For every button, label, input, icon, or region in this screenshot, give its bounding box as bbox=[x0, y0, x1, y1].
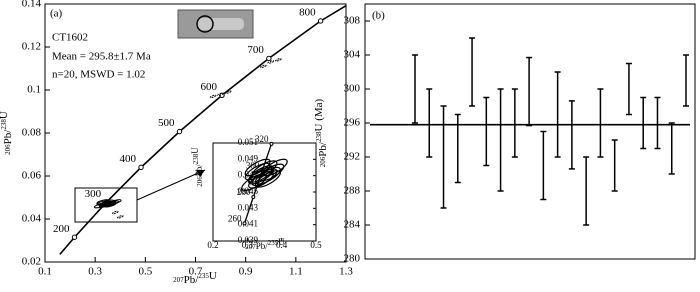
age-label: 700 bbox=[247, 44, 264, 56]
age-marker bbox=[176, 128, 183, 135]
outlier-ellipse bbox=[217, 92, 224, 97]
inset-y-tick-label: 0.039 bbox=[238, 235, 259, 245]
x-tick-label: 1.1 bbox=[289, 266, 303, 278]
age-marker bbox=[138, 164, 144, 171]
x-tick-label: 0.3 bbox=[88, 266, 102, 278]
outlier-ellipse bbox=[274, 58, 282, 62]
inset-age-marker bbox=[251, 194, 256, 199]
x-tick-label: 0.7 bbox=[189, 266, 203, 278]
zoom-box bbox=[74, 187, 138, 223]
age-marker bbox=[71, 234, 78, 240]
inset-ellipse bbox=[248, 166, 275, 185]
age-label: 200 bbox=[53, 223, 70, 235]
inset-x-tick-label: 0.2 bbox=[207, 240, 218, 250]
y-tick-label: 284 bbox=[344, 219, 361, 231]
panel-label: (a) bbox=[50, 8, 63, 20]
inset-y-tick-label: 0.041 bbox=[238, 219, 258, 229]
plot-frame-b bbox=[364, 3, 696, 260]
y-axis-label: 206Pb/238U (Ma) bbox=[313, 98, 329, 167]
age-label: 400 bbox=[120, 153, 137, 165]
y-tick-label: 0.1 bbox=[27, 84, 41, 96]
y-tick-label: 304 bbox=[344, 49, 361, 61]
x-axis-label: 207Pb/235U bbox=[173, 270, 217, 286]
x-tick-label: 0.1 bbox=[38, 266, 52, 278]
y-tick-label: 0.12 bbox=[22, 41, 41, 53]
age-marker bbox=[317, 18, 324, 24]
outlier-ellipse bbox=[116, 215, 124, 219]
inset-x-tick-label: 0.3 bbox=[242, 240, 254, 250]
y-tick-label: 0.14 bbox=[22, 0, 42, 10]
inset-x-tick-label: 0.4 bbox=[276, 240, 288, 250]
inset-y-tick-label: 0.047 bbox=[238, 170, 259, 180]
arrow-head bbox=[196, 170, 205, 177]
outlier-ellipse bbox=[209, 94, 217, 99]
y-tick-label: 288 bbox=[344, 185, 361, 197]
inset-ellipse bbox=[244, 158, 271, 177]
inset-y-tick-label: 0.043 bbox=[238, 202, 259, 212]
age-label: 600 bbox=[200, 81, 217, 93]
x-tick-label: 1.3 bbox=[339, 266, 353, 278]
x-tick-label: 0.9 bbox=[239, 266, 253, 278]
x-tick-label: 0.5 bbox=[138, 266, 152, 278]
annotation: Mean = 295.8±1.7 Ma bbox=[52, 51, 151, 63]
age-marker bbox=[266, 55, 272, 62]
y-tick-label: 0.02 bbox=[22, 256, 41, 268]
y-tick-label: 280 bbox=[344, 253, 361, 265]
sample-name: CT1602 bbox=[52, 32, 88, 44]
y-axis-label: 206Pb/238U bbox=[0, 111, 14, 155]
annotation: n=20, MSWD = 1.02 bbox=[52, 69, 145, 81]
y-tick-label: 300 bbox=[344, 83, 361, 95]
inset-y-tick-label: 0.049 bbox=[238, 153, 259, 163]
inset-y-tick-label: 0.045 bbox=[238, 186, 259, 196]
outlier-ellipse bbox=[111, 210, 119, 215]
spot-circle bbox=[196, 15, 214, 33]
inset-age-marker bbox=[269, 141, 274, 146]
age-label: 500 bbox=[158, 117, 175, 129]
inset-age-marker bbox=[242, 221, 247, 226]
outlier-ellipse bbox=[224, 90, 232, 94]
analysis-ellipse bbox=[98, 201, 112, 207]
y-tick-label: 292 bbox=[344, 151, 361, 163]
inset-age-label: 320 bbox=[255, 134, 269, 144]
y-tick-label: 308 bbox=[344, 15, 361, 27]
zoom-arrow bbox=[136, 169, 206, 201]
inset-x-label: 207Pb/235U bbox=[245, 237, 285, 251]
inset-age-label: 300 bbox=[246, 161, 260, 171]
outlier-ellipse bbox=[259, 64, 267, 69]
age-label: 800 bbox=[299, 7, 316, 19]
y-tick-label: 0.08 bbox=[22, 127, 42, 139]
zircon-grain bbox=[196, 18, 244, 30]
inset-age-label: 280 bbox=[237, 187, 251, 197]
y-tick-label: 296 bbox=[344, 117, 361, 129]
outlier-ellipse bbox=[267, 60, 275, 64]
panel-label: (b) bbox=[372, 10, 385, 22]
age-label: 300 bbox=[85, 188, 102, 200]
inset-age-label: 260 bbox=[228, 213, 242, 223]
inset-frame bbox=[212, 142, 317, 242]
inset-x-tick-label: 0.5 bbox=[310, 240, 322, 250]
analysis-ellipse bbox=[103, 202, 117, 208]
inset-y-tick-label: 0.051 bbox=[238, 137, 258, 147]
inset-y-label: 206Pb/238U bbox=[190, 147, 204, 187]
y-tick-label: 0.06 bbox=[22, 170, 42, 182]
y-tick-label: 0.04 bbox=[22, 213, 42, 225]
inset-ellipse bbox=[254, 170, 281, 188]
